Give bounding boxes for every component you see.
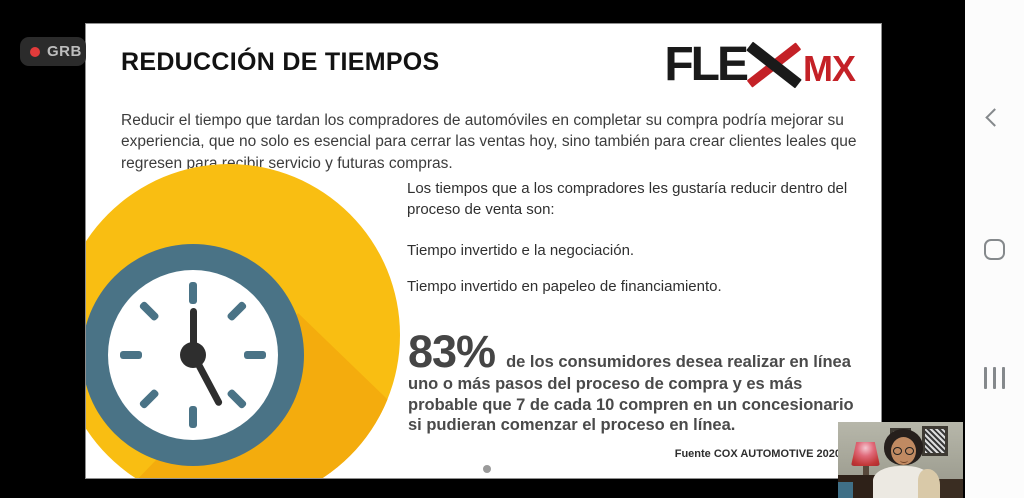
participant-glasses [893, 447, 914, 455]
record-dot-icon [30, 46, 40, 57]
stat-text-line: si pudieran comenzar el proceso en línea… [408, 416, 736, 434]
recents-icon[interactable] [984, 367, 1005, 389]
clock-icon [86, 244, 304, 466]
lamp-base [863, 466, 869, 478]
clock-center-dot [180, 342, 206, 368]
logo-text-black: FLE [664, 38, 749, 91]
clock-tick [189, 406, 197, 428]
presentation-slide: REDUCCIÓN DE TIEMPOS FLE MX Reducir el t… [86, 24, 881, 478]
list-heading: Los tiempos que a los compradores les gu… [407, 180, 848, 218]
logo-x-icon [746, 41, 802, 89]
clock-tick [244, 351, 266, 359]
flexmx-logo: FLE MX [664, 38, 856, 91]
participant-shawl [918, 469, 940, 498]
lamp [851, 442, 880, 466]
participant-video-thumbnail[interactable] [838, 422, 963, 498]
reduction-list: Los tiempos que a los compradores les gu… [407, 178, 869, 312]
clock-tick [226, 300, 248, 322]
stat-text-line: de los consumidores desea realizar en lí… [506, 353, 851, 371]
stat-text-line: probable que 7 de cada 10 compren en un … [408, 395, 854, 414]
stat-text-line: uno o más pasos del proceso de compra y … [408, 375, 803, 393]
clock-hour-hand [189, 308, 197, 355]
source-citation: Fuente COX AUTOMOTIVE 2020 [674, 448, 841, 460]
list-item: Tiempo invertido en papeleo de financiam… [407, 278, 722, 295]
clock-tick [189, 282, 197, 304]
participant-smile [900, 458, 908, 463]
pagination-dot [483, 465, 491, 473]
logo-text-red: MX [803, 48, 856, 89]
screen-recorder-badge[interactable]: GRB [20, 37, 86, 66]
list-item: Tiempo invertido e la negociación. [407, 242, 635, 259]
recorder-label: GRB [47, 43, 82, 60]
clock-face [108, 270, 278, 440]
clock-tick [138, 300, 160, 322]
home-icon[interactable] [984, 239, 1005, 260]
statistic-block: 83% de los consumidores desea realizar e… [408, 326, 881, 436]
clock-tick [138, 388, 160, 410]
back-icon[interactable] [985, 108, 1004, 127]
clock-tick [120, 351, 142, 359]
furniture [838, 482, 853, 498]
picture-frame [922, 426, 948, 456]
stat-value: 83% [408, 326, 496, 377]
slide-title: REDUCCIÓN DE TIEMPOS [121, 48, 440, 76]
clock-tick [226, 388, 248, 410]
android-nav-rail [965, 0, 1024, 498]
